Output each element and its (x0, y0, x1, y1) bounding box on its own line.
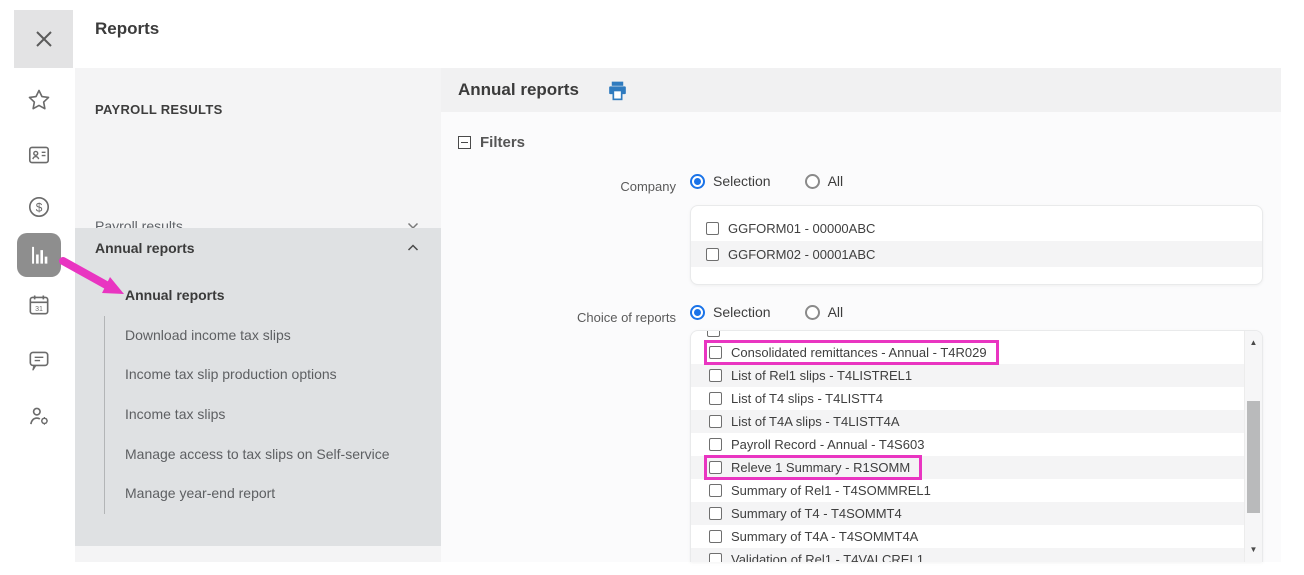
user-settings-icon (30, 407, 48, 425)
report-option[interactable]: List of T4A slips - T4LISTT4A (707, 412, 909, 431)
report-row: List of Rel1 slips - T4LISTREL1 (691, 364, 1244, 387)
company-listbox: GGFORM01 - 00000ABC GGFORM02 - 00001ABC (690, 205, 1263, 285)
reports-nav-sidebar: PAYROLL RESULTS Payroll results Records … (75, 68, 441, 562)
checkbox-icon[interactable] (709, 507, 722, 520)
checkbox-icon[interactable] (709, 530, 722, 543)
checkbox-icon[interactable] (709, 461, 722, 474)
scrollbar[interactable]: ▲ ▼ (1244, 331, 1262, 562)
clipped-row (691, 331, 1262, 341)
report-row: List of T4 slips - T4LISTT4 (691, 387, 1244, 410)
report-option[interactable]: Summary of T4A - T4SOMMT4A (707, 527, 927, 546)
company-radio-all[interactable]: All (804, 173, 843, 189)
report-row: Summary of Rel1 - T4SOMMREL1 (691, 479, 1244, 502)
submenu-item[interactable]: Download income tax slips (104, 315, 424, 356)
checkbox-icon[interactable] (709, 415, 722, 428)
company-rows: GGFORM01 - 00000ABC GGFORM02 - 00001ABC (691, 215, 1262, 267)
filters-label: Filters (480, 134, 526, 151)
collapse-minus-icon[interactable] (458, 136, 471, 149)
report-option[interactable]: Summary of Rel1 - T4SOMMREL1 (707, 481, 940, 500)
sidebar-item-employee-file[interactable] (17, 133, 61, 177)
checkbox-icon[interactable] (707, 331, 720, 337)
filters-section-header: Filters (458, 134, 525, 151)
main-content: Annual reports Filters Company Selection (441, 68, 1281, 562)
reports-radio-all[interactable]: All (804, 304, 843, 320)
sidebar-item-calendar[interactable]: 31 (17, 283, 61, 327)
report-rows: Consolidated remittances - Annual - T4R0… (691, 340, 1244, 562)
reports-radio-selection[interactable]: Selection (690, 304, 771, 320)
company-option[interactable]: GGFORM01 - 00000ABC (704, 219, 884, 238)
svg-text:31: 31 (35, 306, 43, 313)
scroll-up-icon[interactable]: ▲ (1249, 338, 1258, 347)
close-icon (35, 31, 52, 47)
choice-of-reports-label: Choice of reports (577, 310, 676, 325)
report-row: Payroll Record - Annual - T4S603 (691, 433, 1244, 456)
submenu-item[interactable]: Income tax slip production options (104, 355, 424, 396)
radio-selected-icon[interactable] (690, 173, 705, 189)
report-option[interactable]: Payroll Record - Annual - T4S603 (707, 435, 933, 454)
submenu-item[interactable]: Manage access to tax slips on Self-servi… (104, 434, 424, 475)
submenu-item[interactable]: Manage year-end report (104, 474, 424, 515)
nav-section-header: PAYROLL RESULTS (95, 102, 223, 117)
report-row: List of T4A slips - T4LISTT4A (691, 410, 1244, 433)
checkbox-icon[interactable] (706, 247, 719, 261)
favorites-star-icon (28, 89, 50, 110)
company-label: Company (620, 179, 676, 194)
chevron-up-icon (407, 244, 419, 251)
checkbox-icon[interactable] (709, 392, 722, 405)
report-option[interactable]: Consolidated remittances - Annual - T4R0… (704, 340, 999, 365)
sidebar-item-reports[interactable] (17, 233, 61, 277)
company-option[interactable]: GGFORM02 - 00001ABC (704, 245, 884, 264)
sidebar-item-comments[interactable] (17, 338, 61, 382)
page-title: Reports (95, 19, 160, 38)
close-button[interactable] (14, 10, 73, 68)
report-option[interactable]: List of Rel1 slips - T4LISTREL1 (707, 366, 921, 385)
svg-text:$: $ (36, 200, 43, 214)
scroll-down-icon[interactable]: ▼ (1249, 545, 1258, 554)
comments-icon (29, 351, 49, 371)
report-row: Summary of T4 - T4SOMMT4 (691, 502, 1244, 525)
reports-bar-chart-icon (32, 246, 48, 264)
report-row: Consolidated remittances - Annual - T4R0… (691, 340, 1244, 365)
report-option[interactable]: List of T4 slips - T4LISTT4 (707, 389, 892, 408)
checkbox-icon[interactable] (706, 221, 719, 235)
checkbox-icon[interactable] (709, 484, 722, 497)
submenu-item[interactable]: Income tax slips (104, 395, 424, 435)
annual-reports-submenu: Annual reports Download income tax slips… (104, 276, 424, 515)
nav-group-annual-reports: Annual reports Annual reports Download i… (75, 228, 441, 546)
company-radio-selection[interactable]: Selection (690, 173, 771, 189)
report-option[interactable]: Releve 1 Summary - R1SOMM (703, 455, 923, 480)
sidebar-item-user-settings[interactable] (17, 394, 61, 438)
report-option[interactable]: Validation of Rel1 - T4VALCREL1 (707, 550, 933, 562)
reports-listbox: Consolidated remittances - Annual - T4R0… (690, 330, 1263, 562)
radio-unselected-icon[interactable] (804, 173, 820, 189)
radio-selected-icon[interactable] (690, 304, 705, 320)
nav-item-label: Annual reports (95, 240, 195, 256)
report-row: Validation of Rel1 - T4VALCREL1 (691, 548, 1244, 562)
scrollbar-thumb[interactable] (1247, 401, 1260, 513)
printer-icon (609, 81, 626, 100)
reports-radio-group: Selection All (690, 304, 843, 320)
company-row: GGFORM02 - 00001ABC (691, 241, 1262, 267)
checkbox-icon[interactable] (709, 553, 722, 562)
payroll-dollar-icon: $ (28, 196, 50, 218)
checkbox-icon[interactable] (709, 438, 722, 451)
report-row: Summary of T4A - T4SOMMT4A (691, 525, 1244, 548)
report-row: Releve 1 Summary - R1SOMM (691, 455, 1244, 480)
calendar-icon: 31 (29, 295, 49, 315)
sidebar-item-payroll[interactable]: $ (17, 185, 61, 229)
sidebar-item-favorites[interactable] (17, 78, 61, 122)
nav-item-annual-reports[interactable]: Annual reports (75, 228, 441, 268)
employee-file-icon (28, 146, 50, 164)
content-title: Annual reports (458, 80, 579, 99)
company-row: GGFORM01 - 00000ABC (691, 215, 1262, 241)
checkbox-icon[interactable] (709, 369, 722, 382)
radio-unselected-icon[interactable] (804, 304, 820, 320)
report-option[interactable]: Summary of T4 - T4SOMMT4 (707, 504, 911, 523)
company-radio-group: Selection All (690, 173, 843, 189)
submenu-item[interactable]: Annual reports (125, 287, 225, 303)
content-header: Annual reports (441, 68, 1281, 112)
print-button[interactable] (605, 78, 630, 103)
checkbox-icon[interactable] (709, 346, 722, 359)
